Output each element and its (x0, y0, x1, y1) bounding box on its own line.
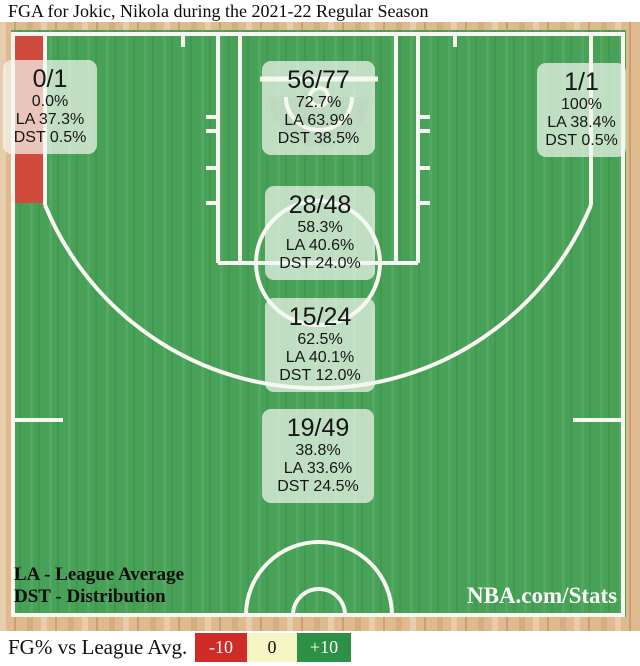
page-title: FGA for Jokic, Nikola during the 2021-22… (8, 1, 429, 21)
zone-stats-right-corner-3: 1/1 100% LA 38.4% DST 0.5% (537, 63, 626, 157)
legend-swatch-label: +10 (309, 637, 339, 657)
legend-label: FG% vs League Avg. (8, 635, 188, 659)
zone-distribution: DST 0.5% (545, 132, 618, 149)
zone-made-attempts: 1/1 (564, 68, 599, 96)
zone-fg-pct: 100% (561, 96, 602, 113)
zone-league-avg: LA 40.1% (285, 349, 355, 366)
zone-fg-pct: 72.7% (295, 94, 342, 111)
zone-stats-above-break-3: 19/49 38.8% LA 33.6% DST 24.5% (262, 409, 374, 503)
zone-distribution: DST 24.0% (279, 255, 361, 272)
legend-swatch-label: -10 (209, 637, 233, 657)
zone-fg-pct: 58.3% (297, 219, 343, 236)
zone-distribution: DST 12.0% (279, 367, 361, 384)
legend-swatch-average: 0 (247, 633, 297, 662)
legend-swatch-above-average: +10 (297, 633, 351, 662)
zone-league-avg: LA 33.6% (283, 460, 353, 477)
legend-swatch-label: 0 (267, 637, 277, 657)
zone-made-attempts: 56/77 (287, 66, 350, 94)
zone-fg-pct: 0.0% (31, 93, 69, 110)
zone-made-attempts: 15/24 (288, 303, 352, 331)
zone-made-attempts: 28/48 (288, 191, 352, 219)
zone-stats-mid-range: 15/24 62.5% LA 40.1% DST 12.0% (265, 298, 375, 392)
zone-stats-paint: 28/48 58.3% LA 40.6% DST 24.0% (265, 186, 375, 280)
zone-fg-pct: 38.8% (295, 442, 341, 459)
zone-distribution: DST 24.5% (277, 478, 359, 495)
court-area: 0/1 0.0% LA 37.3% DST 0.5% 56/77 72.7% L… (0, 22, 640, 631)
zone-fg-pct: 62.5% (297, 331, 343, 348)
legend-swatch-below-average: -10 (195, 633, 247, 662)
nba-stats-watermark: NBA.com/Stats (467, 583, 618, 608)
zone-league-avg: LA 40.6% (285, 237, 355, 254)
distribution-note: DST - Distribution (14, 586, 166, 607)
abbreviation-notes: LA - League Average DST - Distribution (14, 564, 184, 608)
zone-league-avg: LA 37.3% (15, 111, 85, 128)
zone-league-avg: LA 38.4% (547, 114, 616, 131)
color-legend: FG% vs League Avg. -10 0 +10 (0, 631, 640, 666)
zone-made-attempts: 19/49 (286, 414, 350, 442)
zone-distribution: DST 0.5% (13, 129, 87, 146)
title-bar: FGA for Jokic, Nikola during the 2021-22… (0, 0, 640, 22)
zone-league-avg: LA 63.9% (284, 112, 353, 129)
zone-stats-left-corner-3: 0/1 0.0% LA 37.3% DST 0.5% (3, 60, 97, 154)
zone-distribution: DST 38.5% (277, 130, 360, 147)
zone-stats-restricted-area: 56/77 72.7% LA 63.9% DST 38.5% (262, 61, 375, 155)
league-average-note: LA - League Average (14, 564, 185, 585)
zone-made-attempts: 0/1 (32, 65, 68, 93)
